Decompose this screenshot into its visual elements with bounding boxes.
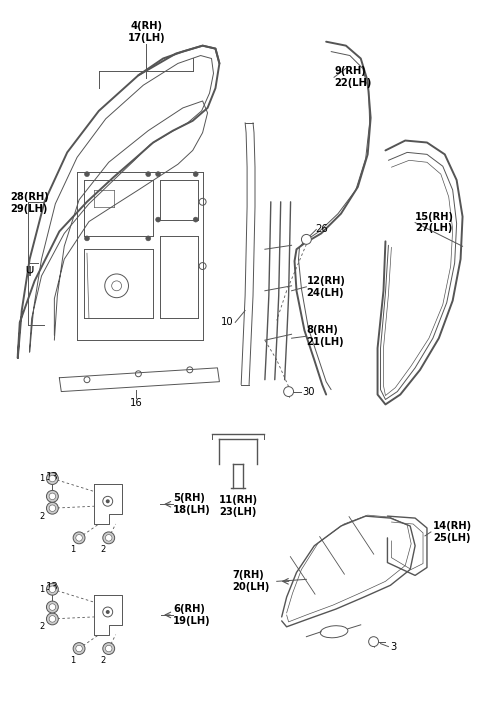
Text: 9(RH): 9(RH) bbox=[334, 66, 366, 76]
Text: 13: 13 bbox=[46, 471, 59, 481]
Circle shape bbox=[103, 643, 115, 655]
Text: 14(RH): 14(RH) bbox=[433, 521, 472, 531]
Circle shape bbox=[49, 616, 56, 622]
Text: 2: 2 bbox=[39, 512, 45, 520]
Circle shape bbox=[49, 493, 56, 500]
Text: ψ: ψ bbox=[25, 262, 34, 276]
Text: 12(RH): 12(RH) bbox=[306, 276, 345, 286]
Circle shape bbox=[49, 505, 56, 511]
Circle shape bbox=[47, 583, 58, 595]
Text: 20(LH): 20(LH) bbox=[232, 582, 270, 592]
Circle shape bbox=[106, 535, 112, 541]
Text: 27(LH): 27(LH) bbox=[415, 223, 453, 233]
Text: 1: 1 bbox=[71, 545, 76, 554]
Text: 11(RH): 11(RH) bbox=[218, 496, 258, 506]
Text: 26: 26 bbox=[315, 225, 327, 235]
Circle shape bbox=[49, 586, 56, 592]
Circle shape bbox=[193, 171, 198, 176]
Circle shape bbox=[106, 646, 112, 652]
Circle shape bbox=[84, 171, 89, 176]
Text: 6(RH): 6(RH) bbox=[173, 604, 205, 614]
Text: 2: 2 bbox=[39, 622, 45, 631]
Circle shape bbox=[106, 610, 110, 614]
Circle shape bbox=[146, 236, 151, 241]
Text: 30: 30 bbox=[302, 387, 314, 397]
Circle shape bbox=[84, 236, 89, 241]
Text: 1: 1 bbox=[39, 584, 45, 594]
Text: 29(LH): 29(LH) bbox=[10, 204, 47, 214]
Text: 1: 1 bbox=[71, 656, 76, 665]
Text: 21(LH): 21(LH) bbox=[306, 337, 344, 347]
Text: 10: 10 bbox=[221, 317, 234, 327]
Text: 7(RH): 7(RH) bbox=[232, 570, 264, 580]
Circle shape bbox=[49, 604, 56, 610]
Text: 25(LH): 25(LH) bbox=[433, 533, 470, 543]
Text: 2: 2 bbox=[100, 656, 106, 665]
Circle shape bbox=[47, 613, 58, 625]
Circle shape bbox=[193, 217, 198, 222]
Circle shape bbox=[76, 535, 83, 541]
Circle shape bbox=[76, 646, 83, 652]
Circle shape bbox=[103, 532, 115, 544]
Circle shape bbox=[156, 217, 161, 222]
Circle shape bbox=[47, 491, 58, 502]
Text: 3: 3 bbox=[390, 641, 396, 651]
Circle shape bbox=[284, 387, 294, 397]
Text: 4(RH): 4(RH) bbox=[130, 21, 162, 31]
Circle shape bbox=[106, 499, 110, 503]
Text: 8(RH): 8(RH) bbox=[306, 326, 338, 336]
Text: 17(LH): 17(LH) bbox=[128, 33, 165, 43]
Text: 22(LH): 22(LH) bbox=[334, 78, 372, 88]
Circle shape bbox=[73, 532, 85, 544]
Text: 15(RH): 15(RH) bbox=[415, 212, 454, 222]
Circle shape bbox=[49, 475, 56, 482]
Circle shape bbox=[73, 643, 85, 655]
Text: 23(LH): 23(LH) bbox=[219, 507, 257, 517]
Text: 13: 13 bbox=[46, 582, 59, 592]
Text: 2: 2 bbox=[100, 545, 106, 554]
Text: 24(LH): 24(LH) bbox=[306, 288, 344, 298]
Text: 18(LH): 18(LH) bbox=[173, 506, 211, 515]
Circle shape bbox=[301, 235, 312, 245]
Circle shape bbox=[47, 601, 58, 613]
Text: 28(RH): 28(RH) bbox=[10, 192, 48, 202]
Text: 5(RH): 5(RH) bbox=[173, 493, 205, 503]
Circle shape bbox=[47, 502, 58, 514]
Text: 16: 16 bbox=[130, 398, 143, 408]
Text: 19(LH): 19(LH) bbox=[173, 616, 211, 626]
Text: 1: 1 bbox=[39, 474, 45, 483]
Circle shape bbox=[47, 473, 58, 484]
Circle shape bbox=[146, 171, 151, 176]
Circle shape bbox=[156, 171, 161, 176]
Circle shape bbox=[369, 636, 379, 646]
